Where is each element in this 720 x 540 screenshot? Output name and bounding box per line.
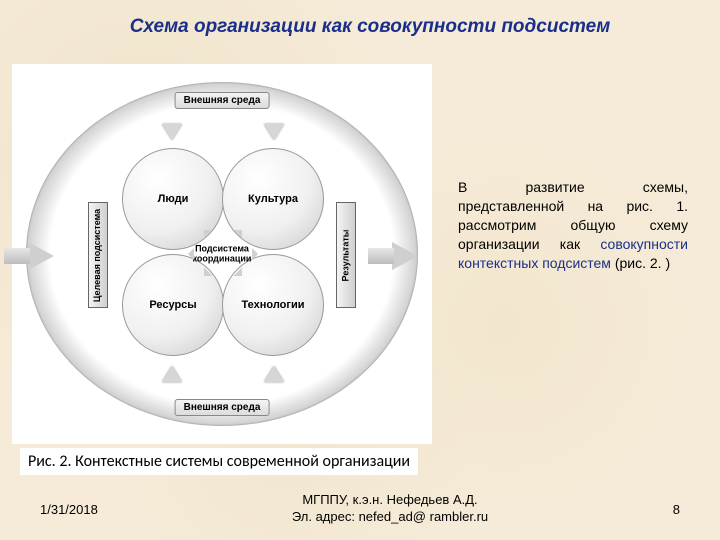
subsystem-people: Люди <box>122 148 224 250</box>
arrow-env-down-icon <box>162 124 182 140</box>
diagram: Внешняя среда Внешняя среда Люди Культур… <box>12 64 432 444</box>
output-arrow-icon <box>392 242 418 270</box>
subsystem-resources: Ресурсы <box>122 254 224 356</box>
footer-line2: Эл. адрес: nefed_ad@ rambler.ru <box>160 509 620 526</box>
annotation-text: В развитие схемы, представленной на рис.… <box>458 178 688 272</box>
arrow-env-up-icon <box>264 366 284 382</box>
footer-line1: МГППУ, к.э.н. Нефедьев А.Д. <box>160 492 620 509</box>
env-label-top: Внешняя среда <box>175 92 270 109</box>
footer-page-number: 8 <box>620 502 680 517</box>
footer: 1/31/2018 МГППУ, к.э.н. Нефедьев А.Д. Эл… <box>0 492 720 526</box>
subsystem-technology: Технологии <box>222 254 324 356</box>
figure-caption: Рис. 2. Контекстные системы современной … <box>20 448 418 475</box>
page-title: Схема организации как совокупности подси… <box>60 16 680 38</box>
inner-arrow-icon <box>252 248 264 260</box>
arrow-env-down-icon <box>264 124 284 140</box>
right-box-label: Результаты <box>342 229 351 281</box>
arrow-env-up-icon <box>162 366 182 382</box>
input-arrow-icon <box>28 242 54 270</box>
footer-date: 1/31/2018 <box>40 502 160 517</box>
annotation-part2: (рис. 2. ) <box>611 255 670 271</box>
left-box-target: Целевая подсистема <box>88 202 108 308</box>
center-coordination: Подсистема координации <box>186 244 258 265</box>
footer-author: МГППУ, к.э.н. Нефедьев А.Д. Эл. адрес: n… <box>160 492 620 526</box>
inner-arrow-icon <box>182 248 194 260</box>
env-label-bottom: Внешняя среда <box>175 399 270 416</box>
right-box-results: Результаты <box>336 202 356 308</box>
left-box-label: Целевая подсистема <box>94 208 103 301</box>
